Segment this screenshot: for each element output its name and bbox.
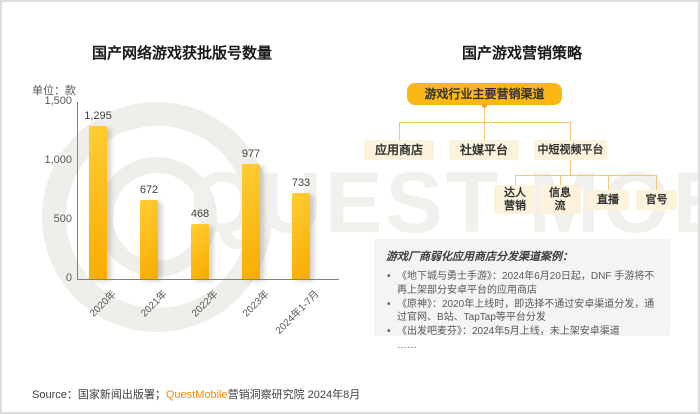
tree-node-kol-marketing: 达人 营销 bbox=[494, 185, 536, 214]
connector-line bbox=[399, 122, 400, 140]
connector-line bbox=[560, 175, 561, 185]
case-bullet: 《地下城与勇士手游》：2024年6月20日起，DNF 手游将不再上架部分安卓平台… bbox=[386, 270, 658, 298]
y-axis-tick-label: 500 bbox=[53, 213, 72, 225]
bar-value-label: 1,295 bbox=[84, 110, 112, 122]
connector-line bbox=[484, 122, 485, 140]
source-suffix: 营销洞察研究院 2024年8月 bbox=[227, 389, 361, 401]
connector-line bbox=[570, 160, 571, 175]
y-axis-line bbox=[77, 102, 78, 279]
bar-chart-plot-area: 1,295 2020年 672 2021年 468 2022年 977 2023年 733 202… bbox=[77, 102, 339, 337]
y-axis-tick-label: 1,000 bbox=[44, 154, 72, 166]
bar bbox=[89, 126, 107, 279]
y-axis-tick-label: 0 bbox=[65, 272, 72, 284]
source-line: Source：国家新闻出版署；QuestMobile营销洞察研究院 2024年8… bbox=[32, 386, 360, 402]
tree-node-short-video: 中短视频平台 bbox=[534, 140, 607, 160]
connector-line bbox=[608, 175, 609, 190]
connector-dot bbox=[482, 103, 487, 108]
tree-root-node: 游戏行业主要营销渠道 bbox=[407, 83, 562, 105]
chart-unit-label: 单位：款 bbox=[32, 85, 76, 97]
tree-node-feed-ads: 信息流 bbox=[539, 185, 581, 214]
bar-value-label: 733 bbox=[291, 177, 311, 189]
connector-line bbox=[515, 175, 516, 185]
bar-value-label: 672 bbox=[139, 184, 159, 196]
connector-line bbox=[484, 105, 485, 122]
tree-node-social-media: 社媒平台 bbox=[449, 140, 519, 160]
left-chart-title: 国产网络游戏获批版号数量 bbox=[91, 45, 272, 62]
case-ellipsis: …… bbox=[397, 339, 417, 351]
connector-line bbox=[515, 175, 657, 176]
source-prefix: Source：国家新闻出版署； bbox=[32, 389, 166, 401]
bar bbox=[292, 193, 310, 279]
bar-value-label: 977 bbox=[241, 148, 261, 160]
tree-node-official-account: 官号 bbox=[636, 190, 677, 210]
source-brand: QuestMobile bbox=[165, 389, 228, 401]
connector-line bbox=[399, 122, 571, 123]
case-bullet: 《原神》：2020年上线时，即选择不通过安卓渠道分发，通过官网、B站、TapTa… bbox=[386, 298, 658, 326]
bar bbox=[242, 164, 260, 279]
case-bullet: 《出发吧麦芬》：2024年5月上线，未上架安卓渠道 bbox=[386, 325, 658, 339]
bar bbox=[191, 224, 209, 279]
y-axis-tick-label: 1,500 bbox=[44, 95, 72, 107]
right-panel-title: 国产游戏营销策略 bbox=[461, 45, 582, 62]
case-study-list: 《地下城与勇士手游》：2024年6月20日起，DNF 手游将不再上架部分安卓平台… bbox=[386, 270, 658, 353]
x-axis-line bbox=[77, 279, 339, 280]
connector-line bbox=[656, 175, 657, 190]
bar-value-label: 468 bbox=[190, 208, 210, 220]
case-study-box: 游戏厂商弱化应用商店分发渠道案例： 《地下城与勇士手游》：2024年6月20日起… bbox=[374, 239, 670, 351]
case-study-title: 游戏厂商弱化应用商店分发渠道案例： bbox=[386, 251, 573, 263]
connector-line bbox=[570, 122, 571, 140]
tree-node-app-store: 应用商店 bbox=[364, 140, 434, 160]
tree-node-livestream: 直播 bbox=[587, 190, 629, 210]
bar bbox=[140, 200, 158, 279]
